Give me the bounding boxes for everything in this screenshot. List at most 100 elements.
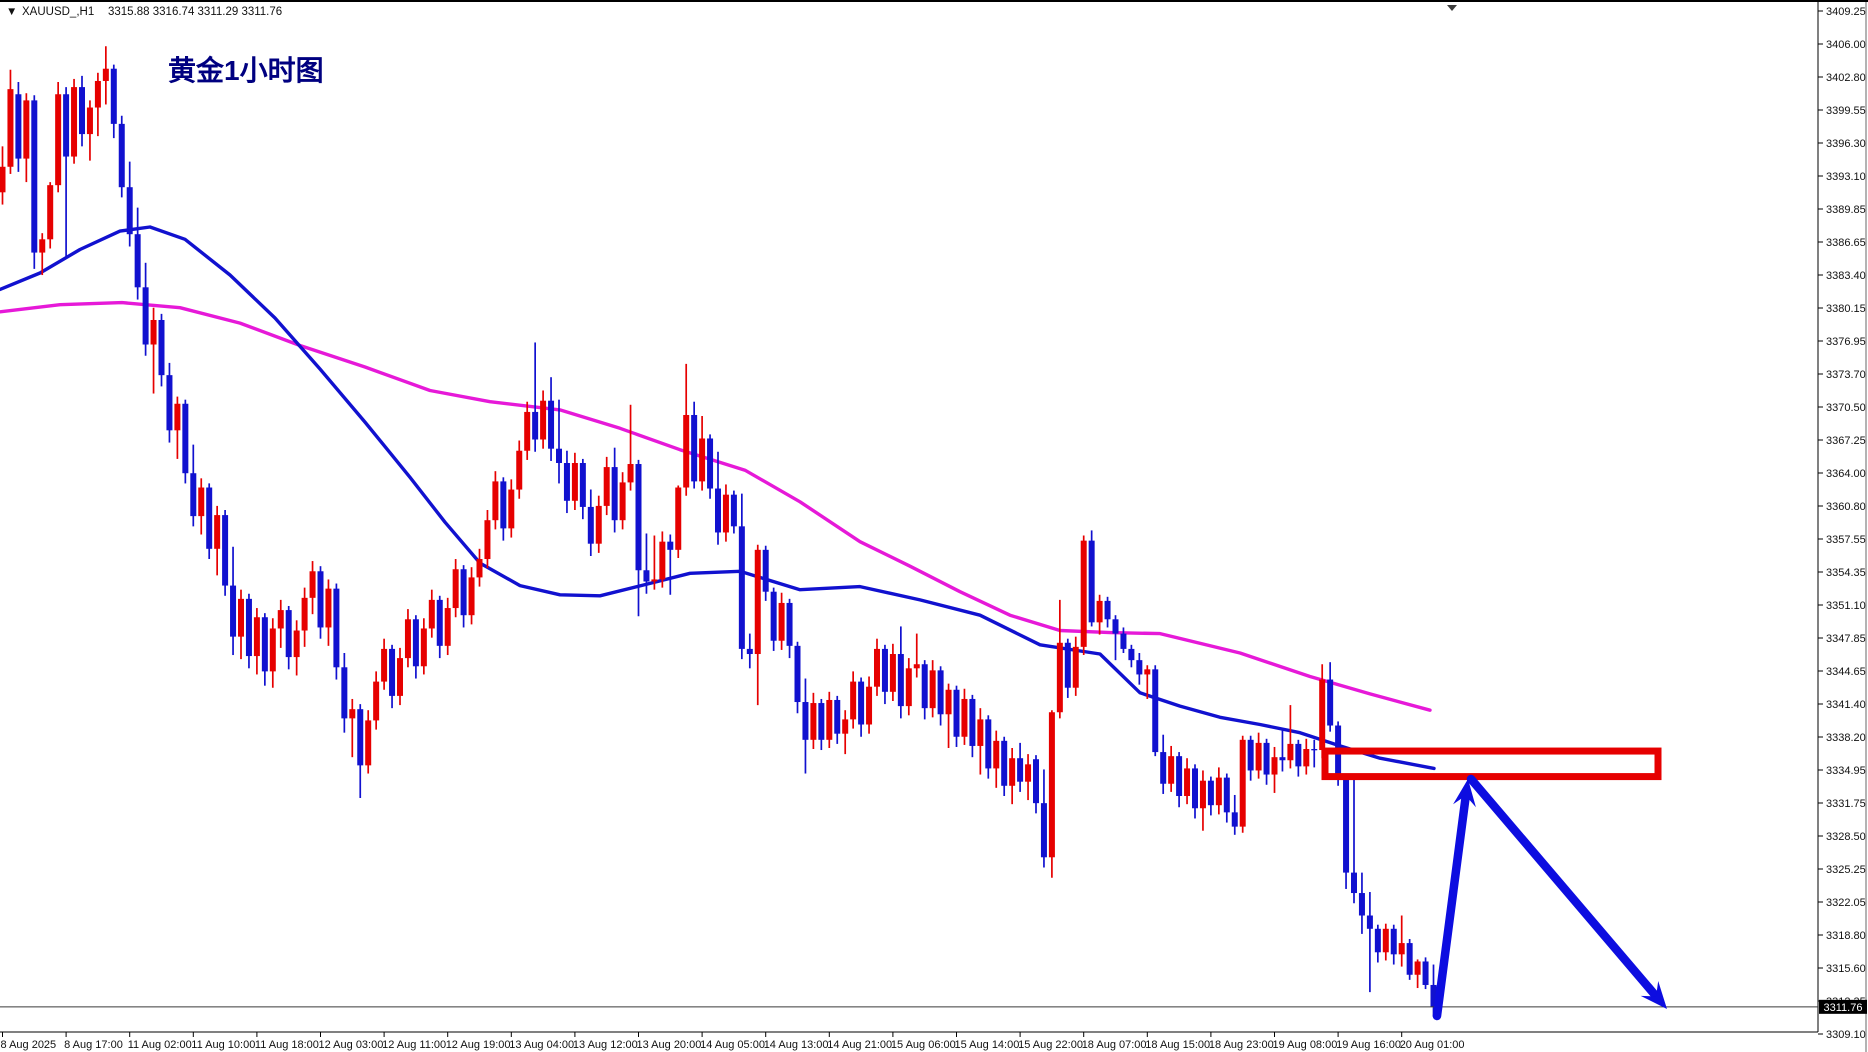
bull-candle xyxy=(1025,764,1032,782)
bull-candle xyxy=(1287,743,1294,761)
bull-candle xyxy=(420,628,427,667)
bear-candle xyxy=(1263,742,1270,775)
bull-candle xyxy=(0,166,6,193)
bull-candle xyxy=(595,505,602,544)
bear-candle xyxy=(579,463,586,507)
price-axis[interactable]: 3409.25 3406.00 3402.80 3399.55 3396.30 3393.… xyxy=(1818,6,1866,1041)
time-tick-label: 19 Aug 16:00 xyxy=(1336,1039,1401,1051)
current-price-tag xyxy=(1819,999,1867,1014)
bull-candle xyxy=(1303,749,1310,767)
arrow-down-shaft xyxy=(1466,774,1659,999)
projection-arrow-up[interactable] xyxy=(1432,779,1476,1021)
bull-candle xyxy=(699,438,706,482)
ma-fast xyxy=(0,225,1436,771)
bear-candle xyxy=(158,319,165,376)
bear-candle xyxy=(460,569,467,616)
ma-slow-magenta-line xyxy=(0,300,1432,712)
bull-candle xyxy=(238,598,244,637)
bear-candle xyxy=(222,515,229,586)
bull-candle xyxy=(683,414,690,488)
bear-candle xyxy=(897,654,904,707)
bull-candle xyxy=(850,681,857,720)
bull-candle xyxy=(381,648,388,682)
bull-candle xyxy=(1080,540,1087,647)
bear-candle xyxy=(548,400,555,449)
time-tick-label: 8 Aug 2025 xyxy=(1,1039,57,1051)
bull-candle xyxy=(627,464,634,483)
time-tick-label: 11 Aug 02:00 xyxy=(128,1039,192,1051)
price-tick-label: 3328.50 xyxy=(1826,831,1866,843)
bear-candle xyxy=(134,234,141,288)
bull-candle xyxy=(365,720,372,766)
bull-candle xyxy=(508,489,515,529)
bull-candle xyxy=(468,577,475,616)
price-tick-label: 3383.40 xyxy=(1826,270,1866,282)
price-tick-label: 3402.80 xyxy=(1826,72,1866,84)
time-tick-label: 14 Aug 05:00 xyxy=(700,1039,765,1051)
bear-candle xyxy=(1192,768,1198,809)
bear-candle xyxy=(341,667,348,719)
support-zone-rectangle[interactable] xyxy=(1321,747,1662,781)
bear-candle xyxy=(1128,648,1135,661)
price-tick-label: 3364.00 xyxy=(1826,468,1866,480)
bull-candle xyxy=(39,239,46,253)
bull-candle xyxy=(874,648,880,687)
bull-candle xyxy=(214,515,221,549)
time-tick-label: 19 Aug 08:00 xyxy=(1273,1039,1338,1051)
bull-candle xyxy=(1184,768,1191,796)
price-tick-label: 3376.95 xyxy=(1826,336,1866,348)
bull-candle xyxy=(1319,679,1326,751)
bull-candle xyxy=(1009,758,1016,786)
bull-candle xyxy=(301,597,308,631)
bull-candle xyxy=(253,617,260,657)
bull-candle xyxy=(1398,943,1405,955)
price-tick-label: 3341.40 xyxy=(1826,699,1866,711)
bear-candle xyxy=(206,487,213,549)
bear-candle xyxy=(1112,619,1119,634)
trendline-annotations[interactable] xyxy=(1321,747,1667,1021)
bull-candle xyxy=(1239,739,1246,827)
chart-shift-marker-icon[interactable] xyxy=(1447,5,1457,11)
arrow-up-head xyxy=(1453,779,1476,808)
bull-candle xyxy=(1048,712,1055,858)
ohlc-quote-values: 3315.88 3316.74 3311.29 3311.76 xyxy=(108,6,282,18)
price-tick-label: 3406.00 xyxy=(1826,39,1866,51)
bear-candle xyxy=(1231,812,1238,827)
bear-candle xyxy=(1390,928,1397,955)
time-axis[interactable]: 8 Aug 2025 8 Aug 17:00 11 Aug 02:00 11 Aug … xyxy=(1,1032,1465,1051)
bull-candle xyxy=(722,494,729,533)
bull-candle xyxy=(325,588,332,628)
bull-candle xyxy=(905,668,912,707)
bear-candle xyxy=(1104,600,1111,620)
bear-candle xyxy=(921,664,928,709)
bear-candle xyxy=(1120,633,1127,649)
bear-candle xyxy=(635,464,642,571)
bull-candle xyxy=(619,482,626,521)
bull-candle xyxy=(55,94,62,186)
projection-arrow-down[interactable] xyxy=(1466,774,1667,1009)
time-tick-label: 18 Aug 15:00 xyxy=(1145,1039,1210,1051)
bear-candle xyxy=(1247,739,1254,771)
bear-candle xyxy=(794,645,801,703)
bear-candle xyxy=(230,585,237,637)
time-tick-label: 11 Aug 10:00 xyxy=(191,1039,255,1051)
chart-header: ▼ XAUUSD_,H1 3315.88 3316.74 3311.29 331… xyxy=(6,6,282,18)
bear-candle xyxy=(730,494,737,527)
arrow-down-head xyxy=(1640,981,1667,1009)
bear-candle xyxy=(786,602,793,646)
bear-candle xyxy=(1406,943,1413,975)
bear-candle xyxy=(985,719,992,769)
price-tick-label: 3331.75 xyxy=(1826,798,1866,810)
bear-candle xyxy=(937,670,944,715)
bull-candle xyxy=(603,467,610,506)
bull-candle xyxy=(397,658,403,696)
bull-candle xyxy=(86,107,93,135)
price-tick-label: 3386.65 xyxy=(1826,237,1866,249)
price-tick-label: 3315.60 xyxy=(1826,963,1866,975)
bull-candle xyxy=(524,411,531,451)
bear-candle xyxy=(643,570,650,582)
bull-candle xyxy=(945,689,952,715)
bull-candle xyxy=(174,403,181,431)
